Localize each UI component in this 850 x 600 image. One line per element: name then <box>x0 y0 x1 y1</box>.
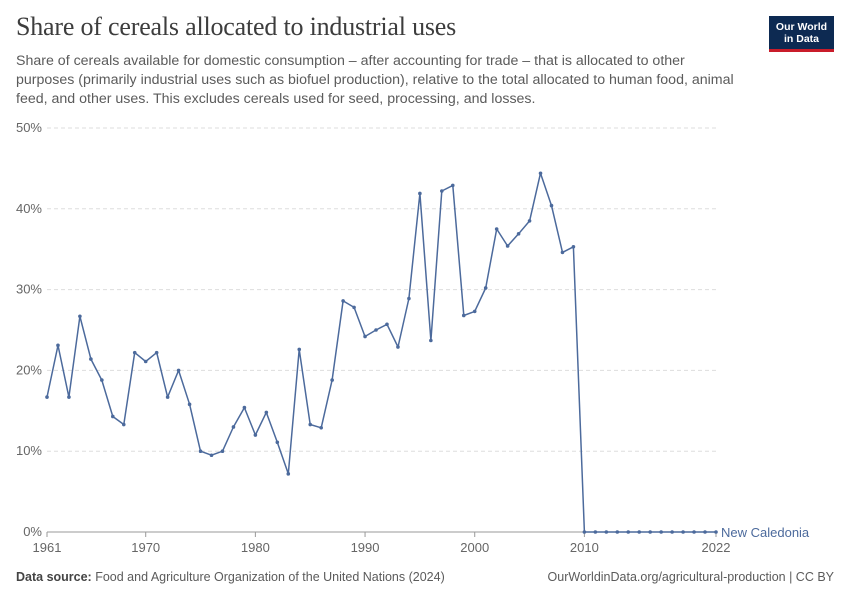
data-point <box>407 296 411 301</box>
data-point <box>341 299 345 303</box>
data-point <box>571 244 576 249</box>
data-point <box>703 530 707 534</box>
data-point <box>78 314 82 319</box>
data-point <box>100 378 104 382</box>
data-point <box>308 422 313 427</box>
chart-title: Share of cereals allocated to industrial… <box>16 12 457 41</box>
x-tick-label: 2022 <box>702 540 731 555</box>
data-point <box>89 357 93 361</box>
data-point <box>593 530 598 534</box>
data-point <box>527 219 532 223</box>
data-point <box>648 530 652 534</box>
data-point <box>461 313 466 318</box>
data-point <box>264 410 269 415</box>
data-point <box>121 422 126 427</box>
data-point <box>494 227 499 231</box>
y-tick-label: 20% <box>16 362 42 377</box>
chart-subtitle: Share of cereals available for domestic … <box>16 53 734 107</box>
data-point <box>681 530 685 534</box>
data-point <box>626 530 631 534</box>
x-tick-label: 1961 <box>33 540 62 555</box>
logo-line-1: Our World <box>775 21 828 33</box>
y-tick-label: 50% <box>16 120 42 135</box>
y-tick-label: 10% <box>16 443 42 458</box>
data-point <box>198 449 203 454</box>
data-point <box>659 530 663 534</box>
y-tick-label: 40% <box>16 201 42 216</box>
data-point <box>330 378 334 382</box>
data-point <box>111 414 115 419</box>
data-point <box>582 530 587 534</box>
data-point <box>538 171 543 176</box>
data-point <box>615 530 620 534</box>
data-point <box>253 433 258 437</box>
logo-line-2: in Data <box>783 33 819 45</box>
y-tick-label: 0% <box>23 524 42 539</box>
x-tick-label: 1990 <box>351 540 380 555</box>
y-tick-label: 30% <box>16 282 42 297</box>
data-point <box>176 368 181 373</box>
data-point <box>714 530 718 534</box>
data-point <box>670 530 674 534</box>
data-point <box>275 440 280 445</box>
x-tick-label: 1980 <box>241 540 270 555</box>
data-point <box>319 425 323 430</box>
data-point <box>418 191 422 196</box>
data-point <box>132 350 137 355</box>
data-point <box>472 309 477 314</box>
x-tick-label: 2000 <box>460 540 489 555</box>
data-point <box>429 338 433 343</box>
data-point <box>352 305 356 310</box>
line-chart: 0% 10% 20% 30% 40% 50% 1961 1970 1980 1990 2000 201… <box>16 120 810 555</box>
data-source-label: Data source: <box>16 570 92 584</box>
data-point <box>560 250 565 255</box>
data-point <box>154 350 159 355</box>
data-point <box>483 286 488 290</box>
data-point <box>231 425 236 429</box>
data-point <box>396 345 400 349</box>
series-line <box>46 172 716 533</box>
data-point <box>505 244 510 248</box>
data-point <box>604 530 609 534</box>
data-point <box>45 395 49 399</box>
data-point <box>385 322 389 327</box>
owid-logo[interactable]: Our World in Data <box>769 16 834 52</box>
data-source-text: Food and Agriculture Organization of the… <box>95 570 445 584</box>
data-point <box>450 183 455 188</box>
data-point <box>549 203 554 208</box>
data-point <box>516 232 521 236</box>
data-point <box>637 530 642 534</box>
data-point <box>56 343 60 348</box>
x-tick-label: 1970 <box>131 540 160 555</box>
data-point <box>242 405 247 410</box>
data-point <box>440 189 444 193</box>
data-point <box>187 402 192 407</box>
data-point <box>143 359 148 364</box>
data-point <box>220 449 225 454</box>
data-point <box>209 453 214 458</box>
series-label: New Caledonia <box>721 525 810 540</box>
data-point <box>286 472 291 476</box>
source-url[interactable]: OurWorldinData.org/agricultural-producti… <box>547 570 834 584</box>
x-tick-label: 2010 <box>570 540 599 555</box>
data-point <box>363 334 367 339</box>
data-point <box>692 530 696 534</box>
data-point <box>165 395 170 399</box>
data-point <box>67 395 71 399</box>
data-source: Data source: Food and Agriculture Organi… <box>16 570 445 584</box>
data-point <box>374 328 378 332</box>
data-point <box>297 347 302 352</box>
